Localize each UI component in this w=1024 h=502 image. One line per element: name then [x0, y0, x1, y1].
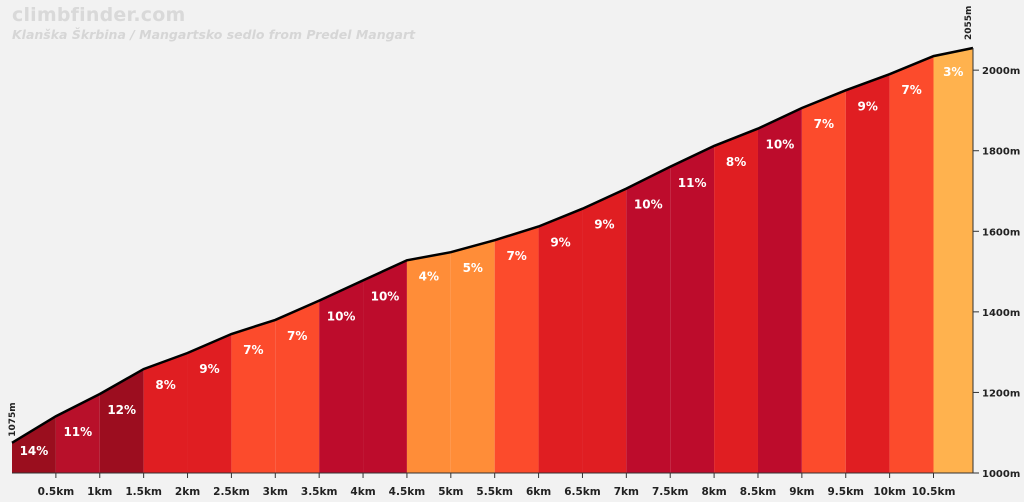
- x-tick-label: 7km: [614, 486, 639, 498]
- gradient-segment: [275, 48, 320, 473]
- gradient-segment: [12, 48, 56, 473]
- x-tick-label: 9.5km: [827, 486, 864, 498]
- gradient-label: 9%: [550, 235, 570, 249]
- x-tick-label: 2km: [175, 486, 200, 498]
- brand-logo: climbfinder.com: [12, 4, 186, 26]
- gradient-label: 11%: [63, 425, 92, 439]
- gradient-label: 7%: [287, 329, 307, 343]
- gradient-label: 10%: [327, 310, 356, 324]
- gradient-label: 10%: [371, 289, 400, 303]
- gradient-label: 11%: [678, 176, 707, 190]
- gradient-segment: [582, 48, 627, 473]
- gradient-label: 5%: [463, 261, 483, 275]
- gradient-segment: [450, 48, 495, 473]
- gradient-segment: [319, 48, 364, 473]
- gradient-segment: [889, 48, 934, 473]
- end-elevation-label: 2055m: [964, 6, 974, 40]
- x-tick-label: 4.5km: [389, 486, 426, 498]
- start-elevation-label: 1075m: [8, 402, 18, 436]
- gradient-label: 10%: [634, 198, 663, 212]
- gradient-segment: [231, 48, 276, 473]
- gradient-segment: [55, 48, 100, 473]
- y-tick-label: 1000m: [982, 469, 1020, 480]
- gradient-label: 8%: [155, 378, 175, 392]
- gradient-segment: [801, 48, 846, 473]
- gradient-segment: [845, 48, 890, 473]
- gradient-segment: [933, 48, 973, 473]
- gradient-label: 7%: [506, 249, 526, 263]
- x-tick-label: 0.5km: [38, 486, 75, 498]
- gradient-segments: [12, 48, 973, 473]
- gradient-label: 9%: [594, 218, 614, 232]
- gradient-segment: [538, 48, 583, 473]
- gradient-label: 9%: [199, 362, 219, 376]
- x-tick-label: 5km: [438, 486, 463, 498]
- y-tick-label: 1200m: [982, 388, 1020, 399]
- x-tick-label: 9km: [789, 486, 814, 498]
- x-tick-label: 7.5km: [652, 486, 689, 498]
- gradient-label: 3%: [943, 65, 963, 79]
- gradient-label: 7%: [901, 83, 921, 97]
- gradient-segment: [363, 48, 407, 473]
- x-tick-label: 1.5km: [125, 486, 162, 498]
- y-axis: 1000m 1200m 1400m 1600m 1800m 2000m: [972, 48, 1020, 480]
- x-tick-label: 3.5km: [301, 486, 338, 498]
- gradient-label: 14%: [20, 444, 49, 458]
- gradient-label: 4%: [419, 269, 439, 283]
- x-tick-label: 1km: [87, 486, 112, 498]
- x-tick-label: 4km: [350, 486, 375, 498]
- gradient-label: 10%: [766, 138, 795, 152]
- x-tick-label: 6.5km: [564, 486, 601, 498]
- y-tick-label: 1400m: [982, 308, 1020, 319]
- x-axis: 0.5km 1km 1.5km 2km 2.5km 3km 3.5km 4km 4.5km 5km…: [12, 472, 973, 498]
- y-tick-label: 1600m: [982, 227, 1020, 238]
- y-tick-label: 1800m: [982, 147, 1020, 158]
- gradient-label: 7%: [814, 117, 834, 131]
- gradient-labels: 14% 11% 12% 8% 9% 7% 7% 10% 10% 4% 5% 7% 9% 9% 10% 11% 8…: [20, 65, 964, 458]
- x-tick-label: 5.5km: [476, 486, 513, 498]
- gradient-segment: [670, 48, 715, 473]
- x-tick-label: 8km: [701, 486, 726, 498]
- x-tick-label: 10.5km: [912, 486, 956, 498]
- x-tick-label: 2.5km: [213, 486, 250, 498]
- gradient-segment: [714, 48, 758, 473]
- gradient-label: 9%: [857, 99, 877, 113]
- x-tick-label: 3km: [263, 486, 288, 498]
- gradient-segment: [626, 48, 671, 473]
- gradient-segment: [143, 48, 188, 473]
- gradient-label: 12%: [107, 403, 136, 417]
- y-tick-label: 2000m: [982, 66, 1020, 77]
- gradient-label: 7%: [243, 343, 263, 357]
- edge-elevation-labels: 1075m 2055m: [8, 6, 974, 437]
- x-tick-label: 6km: [526, 486, 551, 498]
- gradient-label: 8%: [726, 155, 746, 169]
- x-tick-label: 10km: [873, 486, 906, 498]
- chart-subtitle: Klanška Škrbina / Mangartsko sedlo from …: [12, 27, 416, 42]
- gradient-segment: [187, 48, 232, 473]
- elevation-profile-line: [11, 46, 974, 444]
- x-tick-label: 8.5km: [740, 486, 777, 498]
- gradient-segment: [757, 48, 802, 473]
